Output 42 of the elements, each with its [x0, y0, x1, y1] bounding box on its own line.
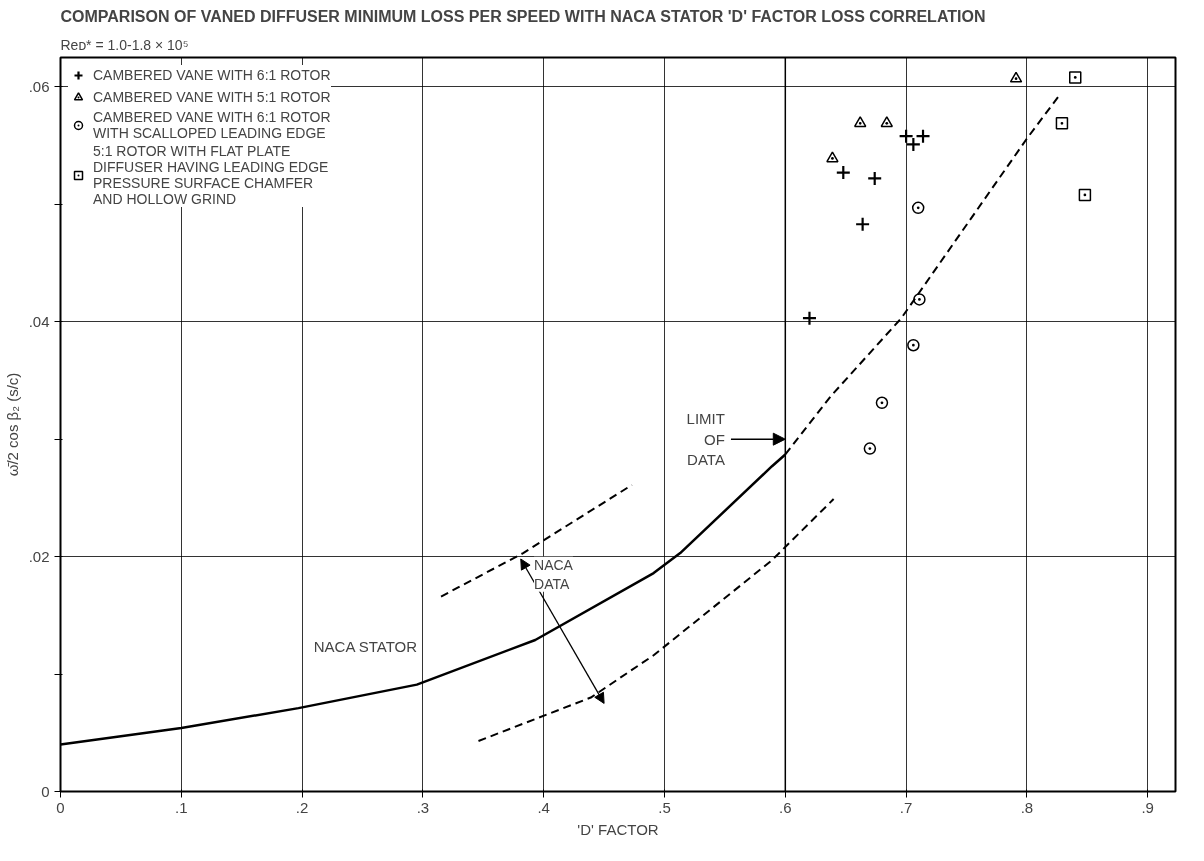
x-tick-label: .7 — [899, 798, 913, 816]
x-tick-label: .3 — [416, 798, 430, 816]
chart-title: COMPARISON OF VANED DIFFUSER MINIMUM LOSS PER SPEED WITH NACA STATOR 'D' FACTOR LOSS CORRELATION — [60, 7, 986, 25]
point — [835, 164, 851, 181]
point — [855, 216, 871, 232]
legend-label: CAMBERED VANE WITH 6:1 ROTOR — [93, 67, 331, 83]
x-tick-label: .6 — [779, 798, 792, 816]
point — [907, 338, 920, 352]
point — [867, 170, 883, 187]
x-tick-label: .1 — [175, 798, 188, 816]
x-tick-label: 0 — [56, 798, 65, 816]
annotation: NACA DATA — [534, 556, 574, 592]
x-tick-label: .5 — [658, 798, 671, 816]
point — [1078, 188, 1092, 202]
x-tick-label: .8 — [1020, 798, 1034, 816]
point — [875, 396, 889, 410]
y-tick-label: 0 — [41, 782, 50, 800]
legend-label: CAMBERED VANE WITH 6:1 ROTOR WITH SCALLOPED LEADING EDGE — [93, 109, 331, 141]
point — [911, 201, 925, 215]
y-tick-label: .02 — [28, 547, 50, 565]
ref-line-label: LIMIT OF DATA — [686, 410, 725, 469]
legend-label: CAMBERED VANE WITH 5:1 ROTOR — [93, 89, 331, 105]
point — [1068, 71, 1082, 84]
point — [913, 293, 926, 306]
point — [1009, 71, 1023, 83]
legend-label: 5:1 ROTOR WITH FLAT PLATE DIFFUSER HAVING LEADING EDGE PRESSURE SURFACE CHAMFER AND HOLLOW GRIND — [93, 143, 329, 207]
point — [863, 442, 877, 455]
point — [801, 310, 818, 326]
point — [853, 116, 867, 128]
y-tick-label: .06 — [28, 77, 50, 95]
x-tick-label: .9 — [1141, 798, 1154, 816]
point — [1055, 117, 1069, 130]
y-tick-label: .04 — [28, 312, 50, 330]
annotation: NACA STATOR — [313, 637, 418, 655]
x-tick-label: .4 — [537, 798, 550, 816]
y-axis-title: ω̄/2 cos β₂ (s/c) — [3, 372, 21, 477]
point — [826, 151, 839, 163]
chart-subtitle: Reᴅ* = 1.0-1.8 × 10⁵ — [60, 36, 189, 53]
x-tick-label: .2 — [295, 798, 309, 816]
point — [880, 116, 894, 128]
point — [898, 128, 914, 144]
x-axis-title: 'D' FACTOR — [577, 820, 659, 838]
